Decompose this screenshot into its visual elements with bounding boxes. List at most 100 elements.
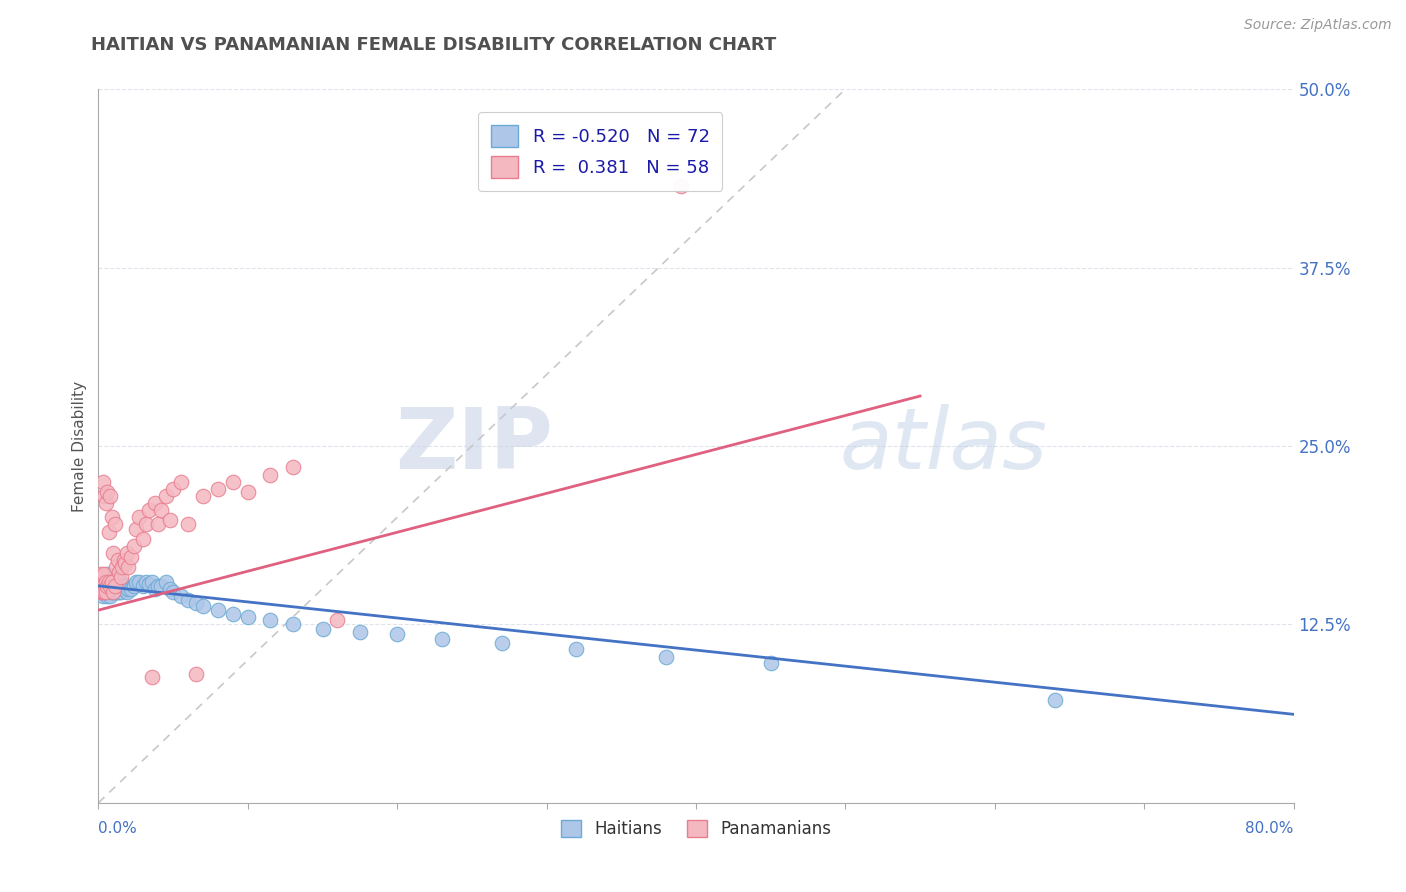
- Point: [96, 574, 118, 589]
- Point: [94, 570, 117, 584]
- Point: [97, 524, 120, 539]
- Point: [110, 584, 132, 599]
- Point: [311, 622, 333, 636]
- Point: [222, 475, 245, 489]
- Point: [135, 574, 157, 589]
- Point: [491, 636, 513, 650]
- Point: [97, 577, 120, 591]
- Point: [104, 579, 127, 593]
- Point: [138, 577, 160, 591]
- Point: [169, 475, 191, 489]
- Point: [114, 579, 136, 593]
- Point: [94, 577, 117, 591]
- Point: [91, 475, 114, 489]
- Point: [138, 503, 160, 517]
- Point: [155, 574, 177, 589]
- Point: [159, 513, 181, 527]
- Point: [93, 574, 115, 589]
- Text: ZIP: ZIP: [395, 404, 553, 488]
- Point: [93, 567, 115, 582]
- Point: [281, 617, 304, 632]
- Point: [103, 584, 125, 599]
- Point: [96, 579, 118, 593]
- Y-axis label: Female Disability: Female Disability: [72, 380, 87, 512]
- Point: [96, 582, 118, 596]
- Point: [655, 650, 678, 665]
- Point: [101, 510, 124, 524]
- Point: [98, 574, 122, 589]
- Point: [103, 584, 125, 599]
- Point: [105, 574, 128, 589]
- Point: [236, 484, 259, 499]
- Point: [104, 517, 127, 532]
- Point: [96, 567, 118, 582]
- Point: [281, 460, 304, 475]
- Point: [162, 482, 184, 496]
- Point: [98, 582, 122, 596]
- Point: [91, 584, 114, 599]
- Legend: R = -0.520   N = 72, R =  0.381   N = 58: R = -0.520 N = 72, R = 0.381 N = 58: [478, 112, 723, 191]
- Point: [177, 593, 200, 607]
- Point: [108, 565, 131, 579]
- Point: [94, 584, 117, 599]
- Point: [222, 607, 245, 622]
- Point: [98, 589, 122, 603]
- Point: [112, 582, 135, 596]
- Point: [105, 560, 128, 574]
- Point: [111, 579, 134, 593]
- Point: [141, 670, 163, 684]
- Point: [132, 579, 155, 593]
- Point: [97, 584, 120, 599]
- Point: [110, 574, 132, 589]
- Point: [93, 582, 115, 596]
- Point: [169, 589, 191, 603]
- Point: [107, 553, 129, 567]
- Point: [98, 579, 122, 593]
- Point: [148, 579, 170, 593]
- Point: [259, 467, 281, 482]
- Point: [103, 577, 125, 591]
- Point: [207, 603, 229, 617]
- Point: [104, 577, 127, 591]
- Point: [759, 656, 782, 670]
- Text: 0.0%: 0.0%: [98, 821, 138, 836]
- Point: [135, 517, 157, 532]
- Point: [112, 553, 135, 567]
- Point: [107, 574, 129, 589]
- Point: [101, 577, 124, 591]
- Point: [103, 546, 125, 560]
- Point: [191, 489, 214, 503]
- Point: [125, 522, 148, 536]
- Point: [120, 582, 142, 596]
- Point: [177, 517, 200, 532]
- Point: [90, 584, 112, 599]
- Text: atlas: atlas: [839, 404, 1047, 488]
- Point: [108, 574, 131, 589]
- Point: [565, 641, 588, 656]
- Point: [93, 584, 115, 599]
- Point: [117, 582, 139, 596]
- Point: [349, 624, 371, 639]
- Point: [430, 632, 453, 646]
- Point: [94, 496, 117, 510]
- Point: [124, 539, 146, 553]
- Point: [207, 482, 229, 496]
- Point: [103, 570, 125, 584]
- Point: [124, 579, 146, 593]
- Point: [94, 574, 117, 589]
- Point: [91, 579, 114, 593]
- Point: [159, 582, 181, 596]
- Point: [236, 610, 259, 624]
- Point: [120, 550, 142, 565]
- Point: [110, 570, 132, 584]
- Point: [105, 584, 128, 599]
- Text: HAITIAN VS PANAMANIAN FEMALE DISABILITY CORRELATION CHART: HAITIAN VS PANAMANIAN FEMALE DISABILITY …: [91, 36, 776, 54]
- Point: [107, 584, 129, 599]
- Point: [94, 584, 117, 599]
- Point: [115, 584, 138, 599]
- Point: [101, 584, 124, 599]
- Text: Source: ZipAtlas.com: Source: ZipAtlas.com: [1244, 18, 1392, 32]
- Point: [111, 560, 134, 574]
- Point: [259, 613, 281, 627]
- Point: [148, 517, 170, 532]
